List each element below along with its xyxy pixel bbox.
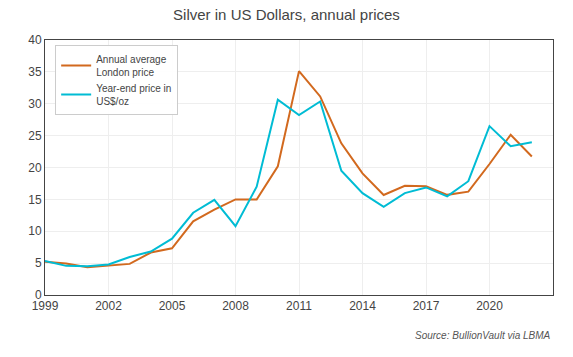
svg-text:2017: 2017 [413, 299, 440, 313]
svg-text:Annual averageLondon price: Annual averageLondon price [96, 54, 166, 78]
svg-text:25: 25 [28, 129, 42, 143]
svg-text:35: 35 [28, 65, 42, 79]
svg-text:2014: 2014 [349, 299, 376, 313]
svg-text:2008: 2008 [222, 299, 249, 313]
svg-text:40: 40 [28, 33, 42, 47]
svg-text:30: 30 [28, 97, 42, 111]
svg-text:Year-end price inUS$/oz: Year-end price inUS$/oz [96, 83, 171, 107]
svg-text:20: 20 [28, 161, 42, 175]
svg-text:Silver in US Dollars, annual p: Silver in US Dollars, annual prices [173, 6, 400, 23]
svg-text:1999: 1999 [32, 299, 59, 313]
svg-text:2002: 2002 [95, 299, 122, 313]
svg-text:2005: 2005 [159, 299, 186, 313]
svg-text:0: 0 [35, 288, 42, 302]
svg-text:5: 5 [35, 256, 42, 270]
svg-text:10: 10 [28, 224, 42, 238]
svg-text:2020: 2020 [476, 299, 503, 313]
svg-text:2011: 2011 [286, 299, 312, 313]
svg-text:Source: BullionVault via LBMA: Source: BullionVault via LBMA [415, 330, 551, 341]
svg-text:15: 15 [28, 193, 42, 207]
